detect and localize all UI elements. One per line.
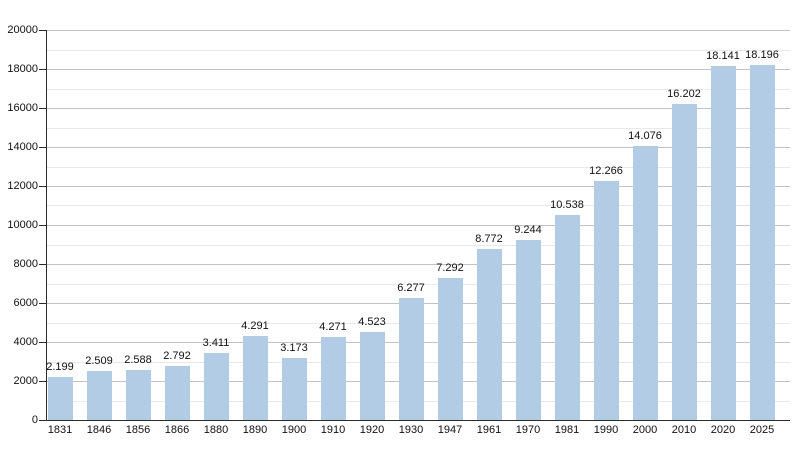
y-axis-tick-label: 10000 — [7, 219, 38, 231]
x-axis-tick-label: 1961 — [476, 424, 502, 436]
gridline-minor — [46, 167, 790, 168]
x-axis-tick-label: 1846 — [86, 424, 112, 436]
y-axis-tick-label: 20000 — [7, 24, 38, 36]
x-axis-tick-label: 1890 — [242, 424, 268, 436]
y-axis-tick — [39, 186, 46, 187]
bar-value-label: 16.202 — [667, 88, 701, 100]
bar — [86, 371, 112, 420]
bar — [437, 278, 463, 420]
bar — [203, 353, 229, 420]
y-axis-tick — [39, 264, 46, 265]
y-axis-tick-label: 8000 — [13, 258, 38, 270]
bar-value-label: 8.772 — [475, 233, 503, 245]
gridline-major — [46, 186, 790, 187]
bar — [749, 65, 775, 420]
bar — [515, 240, 541, 420]
y-axis-tick — [39, 381, 46, 382]
x-axis-tick-label: 1900 — [281, 424, 307, 436]
x-axis-tick-label: 1910 — [320, 424, 346, 436]
y-axis-tick — [39, 108, 46, 109]
x-axis-tick-label: 1856 — [125, 424, 151, 436]
gridline-major — [46, 108, 790, 109]
bar — [320, 337, 346, 420]
bar-value-label: 9.244 — [514, 224, 542, 236]
gridline-major — [46, 264, 790, 265]
y-axis-tick-label: 4000 — [13, 336, 38, 348]
gridline-major — [46, 69, 790, 70]
y-axis-tick — [39, 147, 46, 148]
bar-value-label: 18.196 — [745, 49, 779, 61]
x-axis-tick-label: 1880 — [203, 424, 229, 436]
bar-value-label: 4.291 — [241, 320, 269, 332]
y-axis-tick — [39, 225, 46, 226]
y-axis-tick-label: 0 — [31, 414, 38, 426]
gridline-minor — [46, 245, 790, 246]
x-axis-tick-label: 1970 — [515, 424, 541, 436]
x-axis-tick-label: 1930 — [398, 424, 424, 436]
x-axis-tick-label: 2020 — [710, 424, 736, 436]
bar — [593, 181, 619, 420]
bar-value-label: 2.588 — [124, 354, 152, 366]
gridline-minor — [46, 89, 790, 90]
bar — [164, 366, 190, 420]
y-axis-tick — [39, 30, 46, 31]
bar-value-label: 2.509 — [85, 355, 113, 367]
bar-value-label: 4.523 — [358, 316, 386, 328]
bar — [47, 377, 73, 420]
bar-value-label: 2.199 — [46, 361, 74, 373]
x-axis-tick-label: 1947 — [437, 424, 463, 436]
gridline-minor — [46, 205, 790, 206]
y-axis-tick-label: 6000 — [13, 297, 38, 309]
bar — [710, 66, 736, 420]
bar-value-label: 14.076 — [628, 130, 662, 142]
bar — [359, 332, 385, 420]
y-axis-tick-label: 14000 — [7, 141, 38, 153]
x-axis-tick-label: 2010 — [671, 424, 697, 436]
x-axis-tick-label: 1981 — [554, 424, 580, 436]
bar-value-label: 7.292 — [436, 262, 464, 274]
gridline-minor — [46, 128, 790, 129]
x-axis-line — [40, 420, 790, 421]
bar — [554, 215, 580, 420]
gridline-major — [46, 30, 790, 31]
y-axis-tick-label: 2000 — [13, 375, 38, 387]
bar — [671, 104, 697, 420]
x-axis-tick-label: 1866 — [164, 424, 190, 436]
bar-value-label: 4.271 — [319, 321, 347, 333]
bar — [476, 249, 502, 420]
bar-value-label: 10.538 — [550, 199, 584, 211]
x-axis-tick-label: 1990 — [593, 424, 619, 436]
y-axis-tick-label: 16000 — [7, 102, 38, 114]
x-axis-tick-label: 1831 — [47, 424, 73, 436]
y-axis-line — [46, 30, 47, 420]
gridline-minor — [46, 50, 790, 51]
bar-value-label: 2.792 — [163, 350, 191, 362]
x-axis-tick-label: 2025 — [749, 424, 775, 436]
y-axis-tick — [39, 342, 46, 343]
bar — [125, 370, 151, 420]
y-axis-tick — [39, 69, 46, 70]
bar-value-label: 12.266 — [589, 165, 623, 177]
x-axis-tick-label: 2000 — [632, 424, 658, 436]
bar — [632, 146, 658, 420]
bar-value-label: 18.141 — [706, 50, 740, 62]
bar — [242, 336, 268, 420]
bar-value-label: 6.277 — [397, 282, 425, 294]
bar-value-label: 3.173 — [280, 342, 308, 354]
bar — [398, 298, 424, 420]
x-axis-tick-label: 1920 — [359, 424, 385, 436]
gridline-minor — [46, 284, 790, 285]
y-axis-tick — [39, 303, 46, 304]
gridline-major — [46, 225, 790, 226]
gridline-major — [46, 147, 790, 148]
y-axis-tick-label: 12000 — [7, 180, 38, 192]
bar — [281, 358, 307, 420]
bar-value-label: 3.411 — [202, 337, 230, 349]
y-axis-tick-label: 18000 — [7, 63, 38, 75]
